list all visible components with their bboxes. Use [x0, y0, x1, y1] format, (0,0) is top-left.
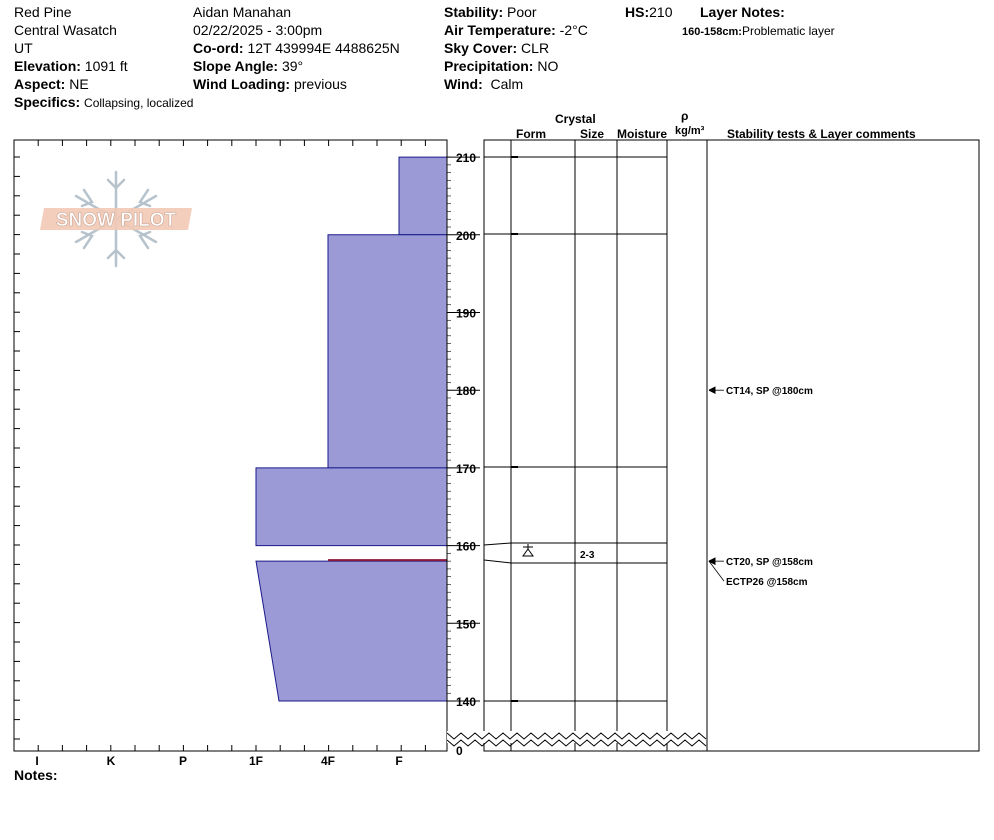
hardness-labels: I K P 1F 4F F	[35, 754, 402, 768]
coord-label: Co-ord:	[193, 40, 244, 56]
wind-loading-value: previous	[293, 76, 347, 92]
aspect-label: Aspect:	[14, 76, 66, 92]
depth-axis: 210 200 190 180 170 160 150 140 0	[447, 151, 480, 758]
hardness-tick-label: K	[107, 754, 116, 768]
depth-tick-label: 190	[456, 307, 476, 321]
wind-value: Calm	[490, 76, 524, 92]
layer-note-text: Problematic layer	[741, 24, 835, 38]
hardness-layer	[255, 560, 448, 702]
range: Central Wasatch	[14, 22, 117, 38]
zigzag-line	[446, 732, 707, 740]
stability-value: Poor	[507, 4, 537, 20]
stability: Stability: Poor	[444, 3, 537, 21]
depth-tick-label: 160	[456, 540, 476, 554]
hardness-layer	[398, 156, 448, 236]
air-temperature: Air Temperature: -2°C	[444, 21, 588, 39]
layer-note: 160-158cm:Problematic layer	[682, 22, 835, 41]
sky-cover-label: Sky Cover:	[444, 40, 518, 56]
aspect: Aspect: NE	[14, 75, 89, 93]
depth-tick-label: 170	[456, 462, 476, 476]
specifics-label: Specifics:	[14, 94, 81, 110]
depth-tick-label: 140	[456, 695, 476, 709]
precipitation: Precipitation: NO	[444, 57, 558, 75]
wind-loading: Wind Loading: previous	[193, 75, 347, 93]
test-label: CT20, SP @158cm	[726, 557, 813, 568]
elevation-value: 1091 ft	[84, 58, 128, 74]
state: UT	[14, 40, 33, 56]
stability-comments-header: Stability tests & Layer comments	[727, 127, 916, 141]
slope-angle-value: 39°	[281, 58, 304, 74]
aspect-value: NE	[69, 76, 89, 92]
sky-cover-value: CLR	[521, 40, 550, 56]
crystal-table-frame	[483, 139, 708, 752]
crystal-form-icon	[522, 544, 534, 557]
location: Red Pine	[14, 4, 72, 20]
depth-tick-label: 150	[456, 617, 476, 631]
crystal-size: 2-3	[580, 550, 595, 561]
size-header: Size	[580, 127, 605, 141]
sky-cover: Sky Cover: CLR	[444, 39, 549, 57]
moisture-header: Moisture	[617, 127, 668, 141]
datetime: 02/22/2025 - 3:00pm	[193, 22, 323, 38]
hs-value: 210	[649, 4, 673, 20]
zigzag-line	[446, 739, 707, 747]
elevation: Elevation: 1091 ft	[14, 57, 128, 75]
crystal-layer-rows: 2-3	[483, 156, 667, 702]
hs-label: HS:	[625, 4, 650, 20]
layer-note-range: 160-158cm:	[682, 26, 742, 38]
test-label: CT14, SP @180cm	[726, 386, 813, 397]
crystal-header: Crystal	[555, 112, 596, 126]
depth-zero-label: 0	[456, 744, 463, 758]
specifics-value: Collapsing, localized	[84, 96, 194, 110]
hardness-plot-frame	[13, 139, 448, 752]
wind-label: Wind:	[444, 76, 483, 92]
hardness-tick-label: 1F	[249, 754, 263, 768]
specifics: Specifics: Collapsing, localized	[14, 93, 196, 112]
snowpilot-logo: SNOW PILOT	[40, 170, 192, 268]
wind: Wind: Calm	[444, 75, 523, 93]
hardness-tick-label: F	[395, 754, 402, 768]
air-temp-value: -2°C	[559, 22, 588, 38]
hardness-ticks	[13, 140, 426, 751]
observer: Aidan Manahan	[193, 4, 292, 20]
hardness-layer	[327, 234, 448, 469]
depth-tick-label: 200	[456, 229, 476, 243]
test-leader	[708, 560, 725, 582]
hardness-layer	[255, 467, 448, 547]
slope-angle: Slope Angle: 39°	[193, 57, 303, 75]
logo-text: SNOW PILOT	[56, 210, 177, 231]
rho-header: ρ	[681, 109, 689, 123]
coord-value: 12T 439994E 4488625N	[247, 40, 400, 56]
hs: HS:210	[625, 3, 672, 21]
stability-tests: CT14, SP @180cm CT20, SP @158cm ECTP26 @15…	[708, 386, 813, 588]
axis-break	[446, 732, 707, 747]
form-header: Form	[516, 127, 546, 141]
comments-frame	[706, 139, 980, 752]
hardness-tick-label: I	[35, 754, 38, 768]
layer-boundary	[483, 542, 667, 546]
air-temp-label: Air Temperature:	[444, 22, 556, 38]
density-unit-header: kg/m³	[675, 125, 705, 137]
slope-angle-label: Slope Angle:	[193, 58, 279, 74]
wind-loading-label: Wind Loading:	[193, 76, 291, 92]
precipitation-value: NO	[537, 58, 559, 74]
elevation-label: Elevation:	[14, 58, 81, 74]
depth-tick-label: 210	[456, 151, 476, 165]
depth-tick-label: 180	[456, 384, 476, 398]
layer-boundary	[483, 559, 667, 564]
coord: Co-ord: 12T 439994E 4488625N	[193, 39, 400, 57]
notes-label: Notes:	[14, 767, 58, 783]
test-arrow	[708, 557, 716, 565]
layer-notes-title: Layer Notes:	[700, 4, 785, 20]
stability-label: Stability:	[444, 4, 504, 20]
hardness-layers	[255, 156, 448, 702]
test-label: ECTP26 @158cm	[726, 577, 808, 588]
precipitation-label: Precipitation:	[444, 58, 534, 74]
hardness-tick-label: P	[179, 754, 187, 768]
crystal-column-dividers	[510, 140, 668, 751]
hardness-tick-label: 4F	[321, 754, 335, 768]
